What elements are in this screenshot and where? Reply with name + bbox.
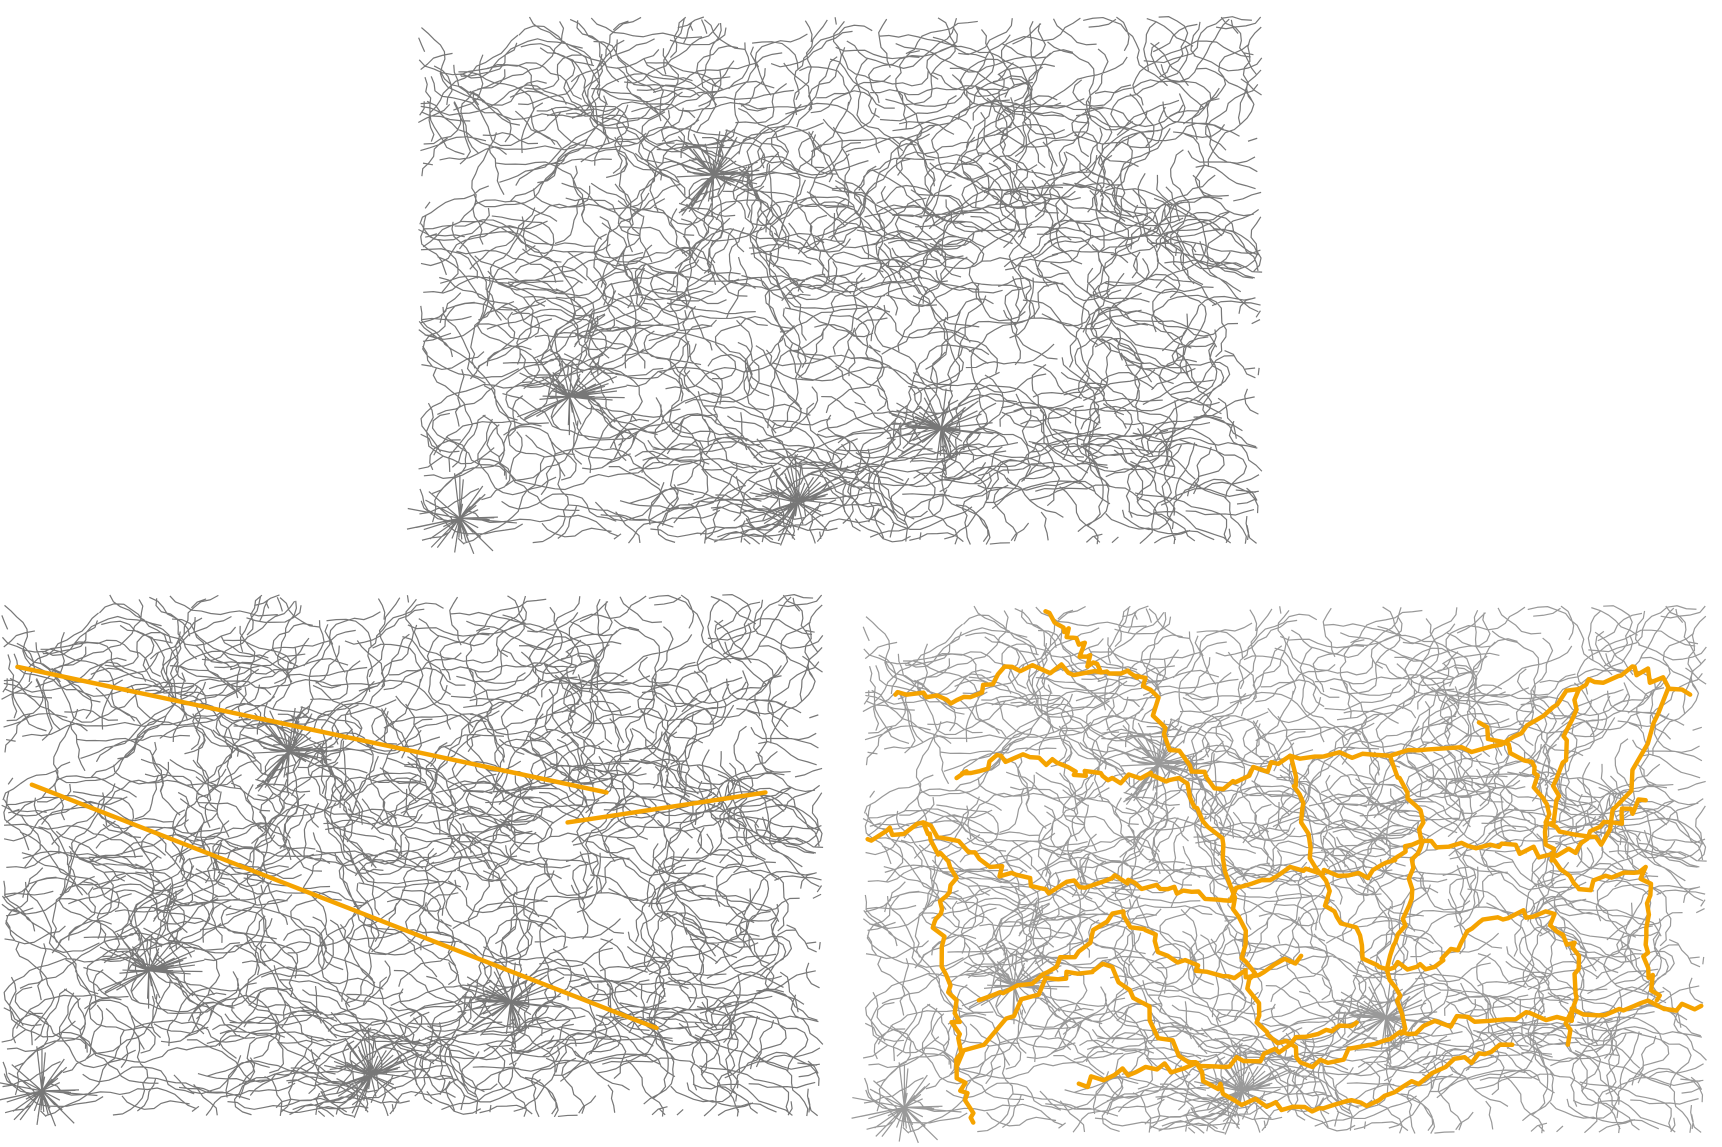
- straight-link: [565, 790, 768, 825]
- straight-link: [15, 664, 609, 795]
- routed-link: [1384, 753, 1426, 1036]
- routed-link: [1476, 686, 1671, 847]
- routed-link: [1542, 686, 1663, 1003]
- routed-link: [954, 961, 1515, 1114]
- straight-link: [29, 782, 659, 1031]
- routed-link: [976, 909, 1304, 1003]
- routed-link: [1287, 753, 1582, 1047]
- routed-link: [1043, 609, 1104, 675]
- road-map-routed-links: [851, 605, 1707, 1144]
- road-lines: [0, 594, 824, 1127]
- road-map-original: [406, 16, 1263, 555]
- routed-link: [1076, 1020, 1359, 1090]
- routed-link: [954, 752, 1704, 1070]
- road-lines: [406, 16, 1263, 555]
- routed-link: [921, 797, 1648, 904]
- road-map-straight-links: [0, 594, 824, 1127]
